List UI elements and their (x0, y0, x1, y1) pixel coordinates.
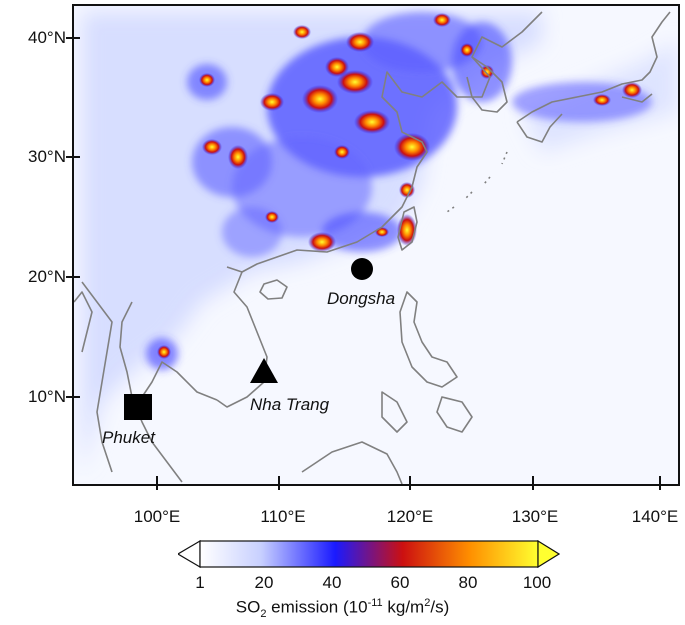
dongsha-marker (351, 258, 373, 280)
nha-trang-label: Nha Trang (250, 395, 330, 414)
colorbar-tick: 100 (522, 573, 552, 592)
lat-tick-label: 20°N (28, 267, 66, 286)
lon-tick-label: 130°E (511, 507, 559, 526)
emission-map: Dongsha Nha Trang Phuket (74, 11, 678, 484)
phuket-marker (124, 394, 152, 420)
lon-ticks (156, 476, 661, 490)
lon-tick-label: 140°E (631, 507, 679, 526)
colorbar-tick: 40 (322, 573, 342, 592)
colorbar (176, 539, 561, 569)
lon-tick-label: 120°E (386, 507, 434, 526)
nha-trang-marker (250, 358, 278, 383)
lat-ticks (66, 37, 80, 398)
colorbar-tick: 60 (390, 573, 410, 592)
colorbar-low-extension (176, 539, 201, 569)
colorbar-tick: 80 (458, 573, 478, 592)
sites: Dongsha Nha Trang Phuket (102, 258, 395, 447)
colorbar-tick: 1 (195, 573, 205, 592)
colorbar-tick: 20 (254, 573, 274, 592)
lon-tick-label: 110°E (260, 507, 306, 526)
emission-hotspots (157, 13, 642, 359)
dongsha-label: Dongsha (327, 289, 395, 308)
lon-tick-label: 100°E (133, 507, 181, 526)
lat-tick-label: 30°N (28, 147, 66, 166)
colorbar-gradient (199, 540, 539, 568)
phuket-label: Phuket (102, 428, 156, 447)
lat-tick-label: 10°N (28, 387, 66, 406)
lat-axis: 40°N 30°N 20°N 10°N (0, 0, 66, 486)
lat-tick-label: 40°N (28, 28, 66, 47)
colorbar-title: SO2 emission (10-11 kg/m2/s) (235, 597, 450, 621)
coastlines (74, 11, 671, 484)
map-panel: Dongsha Nha Trang Phuket (72, 4, 680, 486)
colorbar-high-extension (537, 539, 561, 569)
